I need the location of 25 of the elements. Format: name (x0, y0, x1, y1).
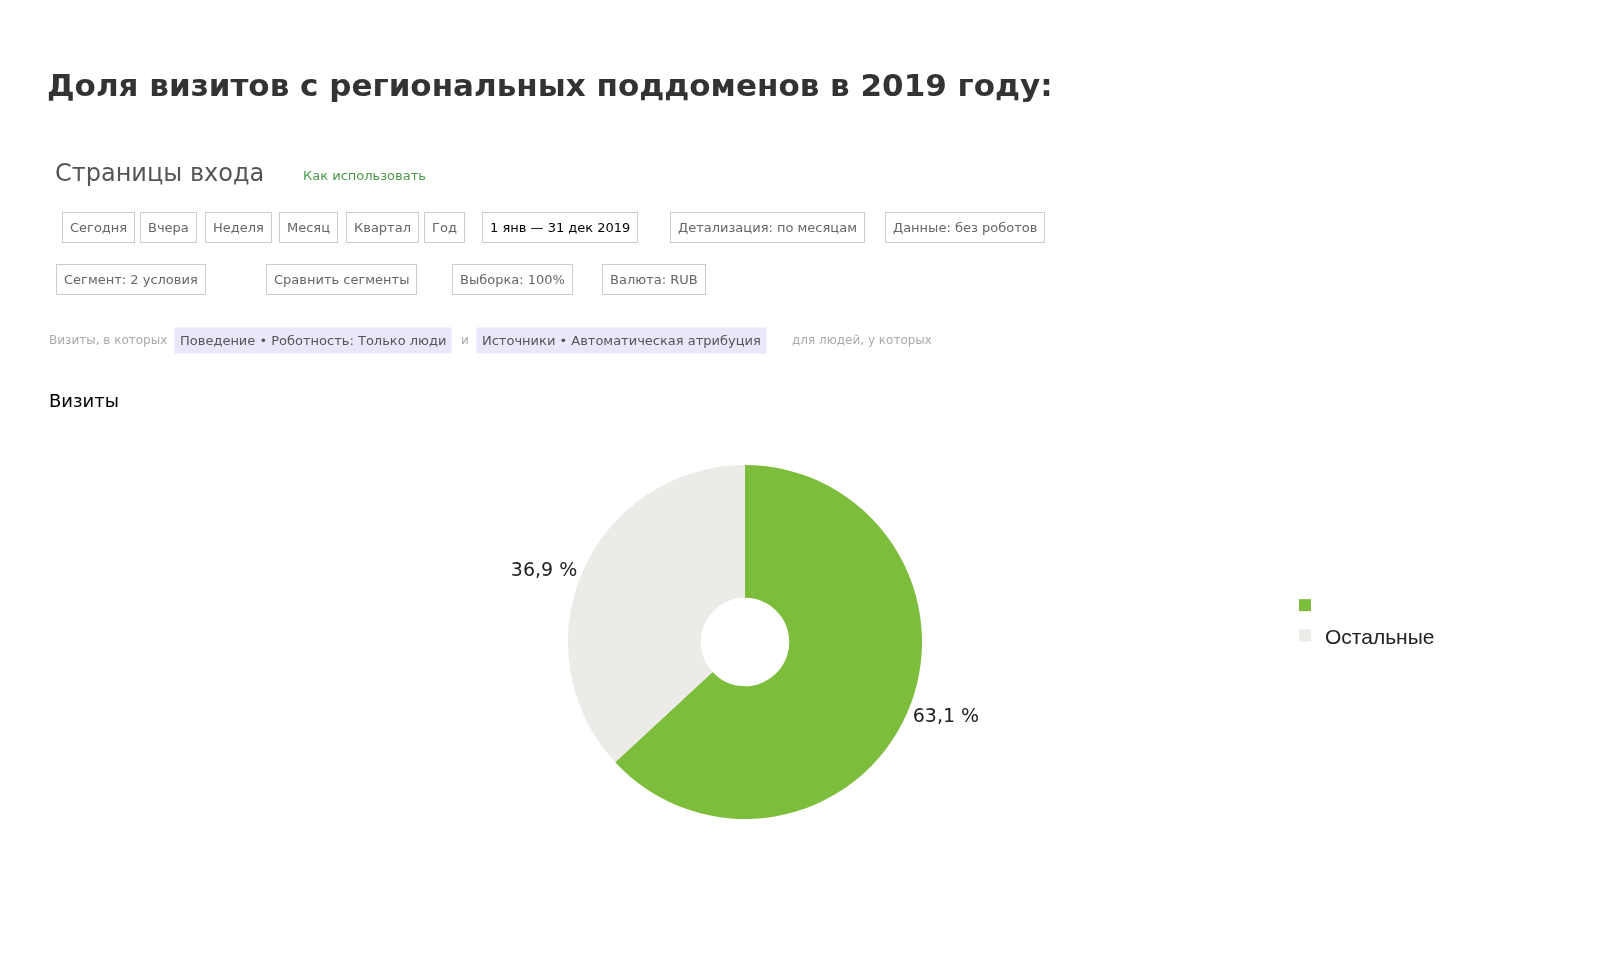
text: Валюта: RUB (610, 272, 698, 287)
text: Детализация: по месяцам (678, 220, 857, 235)
text: Вчера (148, 220, 189, 235)
text: Месяц (287, 220, 331, 235)
legend-label: Остальные (1325, 624, 1435, 648)
text: и (461, 333, 469, 347)
text: Как использовать (303, 168, 426, 183)
text: Данные: без роботов (893, 220, 1038, 235)
data-label: 63,1 % (912, 703, 980, 726)
chart-title: Доля визитов с региональных поддоменов в 2019 году: (47, 66, 1053, 103)
text: 1 янв — 31 дек 2019 (490, 220, 631, 235)
text: Неделя (213, 220, 264, 235)
data-label: 36,9 % (510, 558, 578, 581)
text: Выборка: 100% (460, 272, 565, 287)
text: Сегодня (70, 220, 128, 235)
text: Квартал (354, 220, 411, 235)
text: Сравнить сегменты (274, 272, 410, 287)
text: Визиты, в которых (49, 333, 168, 347)
text: Год (432, 220, 457, 235)
text: Визиты (49, 390, 120, 411)
text: Источники • Автоматическая атрибуция (482, 333, 761, 348)
text: для людей, у которых (792, 333, 932, 347)
text: Поведение • Роботность: Только люди (180, 333, 447, 348)
text: Страницы входа (55, 159, 265, 187)
text: Сегмент: 2 условия (64, 272, 198, 287)
